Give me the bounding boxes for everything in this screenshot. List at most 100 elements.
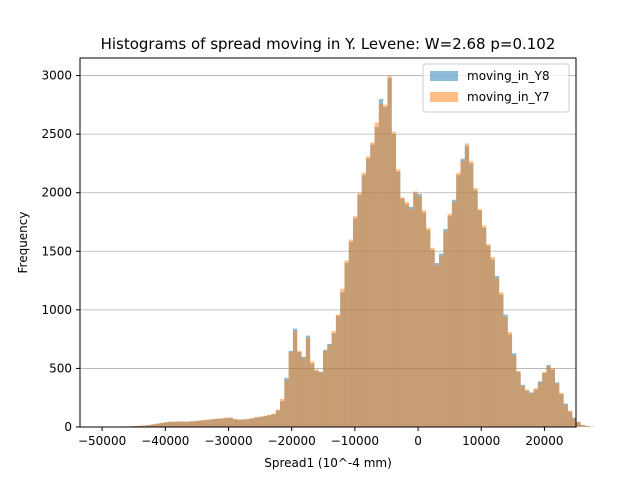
y-tick-label: 1000 [41,303,72,317]
histogram-bar [288,352,293,427]
histogram-bar [421,210,427,427]
histogram-bar [348,239,354,427]
x-tick-label: −30000 [204,434,252,448]
histogram-bar [585,425,590,427]
histogram-bar [464,143,470,427]
histogram-bar [353,216,358,427]
x-tick-label: −20000 [268,434,316,448]
histogram-bar [318,371,324,427]
histogram-bar [211,419,216,427]
legend-frame [422,63,570,113]
histogram-bar [516,370,521,427]
histogram-bar [357,192,362,427]
histogram-bar [391,131,397,428]
histogram-bar [168,421,173,427]
x-axis-label: Spread1 (10^-4 mm) [264,456,392,470]
histogram-bar [456,172,461,427]
x-tick-label: 0 [414,434,422,448]
histogram-bar [327,345,332,427]
histogram-bar [546,366,551,427]
histogram-bar [202,419,208,427]
histogram-bar [297,350,302,427]
histogram-bar [550,368,556,427]
histogram-bar [563,404,568,427]
y-tick-label: 3000 [41,69,72,83]
histogram-bar [580,425,586,427]
histogram-bar [284,380,289,427]
histogram-bar [159,422,165,427]
histogram-bar [323,350,328,427]
histogram-bar [572,418,577,427]
histogram-bar [331,330,336,427]
y-tick-label: 1500 [41,244,72,258]
histogram-bar [151,424,156,427]
histogram-bar [254,417,259,427]
histogram-bar [155,423,160,427]
series-moving-in-y7 [121,75,594,428]
histogram-bar [310,361,315,427]
chart-title: Histograms of spread moving in Y. Levene… [101,35,556,53]
legend-swatch-moving-in-y8 [430,71,458,81]
histogram-bar [576,421,581,427]
histogram-bar [245,418,250,427]
histogram-bar [426,227,431,427]
legend-label-moving-in-y8: moving_in_Y8 [467,69,550,83]
histogram-bar [335,314,341,427]
histogram-bar [443,231,448,427]
histogram-bar [529,393,534,427]
histogram-bar [469,161,474,428]
legend: moving_in_Y8 moving_in_Y7 [422,63,570,113]
histogram-bar [280,398,285,427]
histogram-bar [314,369,319,427]
histogram-bar [228,417,233,427]
histogram-bar [164,422,169,427]
legend-swatch-moving-in-y7 [430,92,458,102]
histogram-bar [361,172,366,427]
histogram-bar [189,421,195,427]
histogram-bar [224,417,229,427]
histogram-bar [262,415,268,427]
histogram-bar [207,419,212,427]
histogram-bar [460,161,465,428]
histogram-bar [365,156,371,427]
histogram-bar [292,330,298,427]
y-tick-label: 0 [64,420,72,434]
histogram-bar [172,421,177,427]
histogram-bar [400,197,405,427]
x-tick-label: −10000 [331,434,379,448]
histogram-bar [537,382,543,427]
histogram-bar [555,383,560,427]
histogram-bar [417,196,422,427]
histogram-bar [198,420,203,427]
histogram-bar [396,169,401,428]
histogram-bar [473,188,478,427]
y-axis-label: Frequency [16,212,30,274]
histogram-bars [121,75,594,428]
histogram-bar [477,209,482,427]
histogram-bar [447,213,452,427]
histogram-bar [486,244,491,427]
histogram-bar [404,202,409,427]
x-tick-label: 10000 [462,434,500,448]
histogram-bar [185,421,190,427]
histogram-bar [142,425,147,427]
histogram-bar [451,202,457,427]
histogram-bar [305,337,311,427]
histogram-bar [138,425,143,427]
histogram-bar [383,104,388,427]
histogram-bar [499,292,504,427]
histogram-bar [249,418,255,427]
histogram-bar [439,255,444,427]
histogram-bar [378,103,384,427]
legend-label-moving-in-y7: moving_in_Y7 [467,90,550,104]
histogram-bar [241,419,246,427]
histogram-bar [370,142,375,428]
histogram-bar [275,409,281,427]
histogram-bar [219,418,225,427]
histogram-bar [542,371,547,427]
histogram-bar [181,421,186,427]
histogram-bar [146,424,152,427]
histogram-bar [258,416,263,427]
histogram-bar [494,278,500,427]
